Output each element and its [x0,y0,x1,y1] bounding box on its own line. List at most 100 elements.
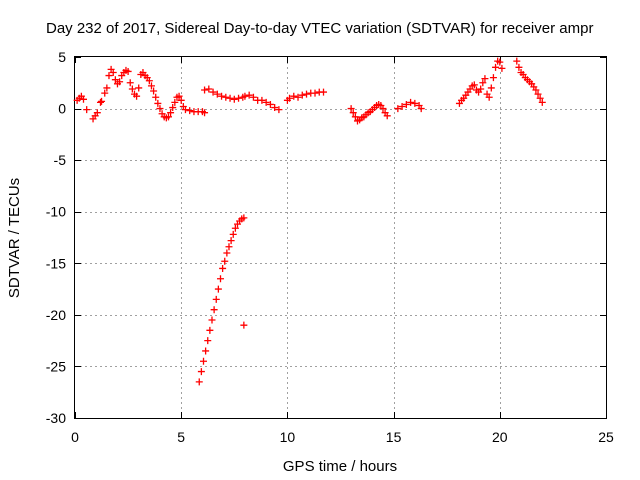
data-point [223,249,231,257]
data-point [152,93,160,101]
data-point [202,347,210,355]
data-point [124,67,132,75]
data-point [216,275,224,283]
data-point [394,105,402,113]
data-point [154,99,162,107]
data-point [116,78,124,86]
data-point [379,105,387,113]
data-point [258,96,266,104]
data-point [164,113,172,121]
data-point [231,224,239,232]
data-point [275,106,283,114]
y-tick-labels: 5 0 -5 -10 -15 -20 -25 -30 [46,49,66,426]
data-point [417,105,425,113]
data-point [150,87,158,95]
data-point [222,93,230,101]
data-point [498,64,506,72]
data-point [230,95,238,103]
data-point [210,306,218,314]
data-point [536,94,544,102]
data-point [83,106,91,114]
chart-title: Day 232 of 2017, Sidereal Day-to-day VTE… [46,20,593,37]
data-point [177,96,185,104]
data-point [349,109,357,117]
data-point [213,90,221,98]
data-point [167,109,175,117]
data-point [240,321,248,329]
data-point [209,88,217,96]
data-point [347,105,355,113]
x-tick-label: 20 [492,429,508,445]
data-point [262,98,270,106]
data-point [206,326,214,334]
data-point [212,295,220,303]
data-point [126,79,134,87]
data-point [241,92,249,100]
data-point [169,104,177,112]
data-point [235,94,243,102]
data-point [515,63,523,71]
data-point [145,77,153,85]
data-point [240,214,248,222]
data-point [532,86,540,94]
data-point [221,257,229,265]
data-point [227,237,235,245]
data-point [201,86,209,94]
y-tick-label: -15 [46,255,66,271]
y-axis-label: SDTVAR / TECUs [6,178,23,298]
y-tick-label: -20 [46,307,66,323]
x-tick-label: 25 [598,429,614,445]
data-point [383,112,391,120]
grid-lines [75,57,606,418]
data-point [492,63,500,71]
data-point [201,109,209,117]
y-tick-label: 5 [58,49,66,65]
data-point [96,98,104,106]
data-point [103,84,111,92]
data-point [271,104,279,112]
data-point [200,357,208,365]
data-point [214,285,222,293]
data-point [470,81,478,89]
x-tick-label: 15 [386,429,402,445]
data-point [479,79,487,87]
data-point [218,92,226,100]
data-point [294,93,302,101]
data-point [411,99,419,107]
data-point [208,316,216,324]
data-point [226,94,234,102]
data-point [311,89,319,97]
y-tick-label: -30 [46,410,66,426]
data-point [133,92,141,100]
y-tick-label: -5 [54,152,67,168]
data-point [197,368,205,376]
data-point [398,103,406,111]
data-points [73,57,546,386]
data-point [225,243,233,251]
data-point [186,107,194,115]
data-point [320,88,328,96]
data-point [496,58,504,66]
data-point [303,90,311,98]
data-point [290,92,298,100]
data-point [298,91,306,99]
data-point [245,91,253,99]
data-point [538,98,546,106]
data-point [181,106,189,114]
data-point [109,68,117,76]
data-point [485,93,493,101]
data-point [249,93,257,101]
data-point [351,113,359,121]
data-point [111,76,119,84]
y-tick-label: 0 [58,101,66,117]
data-point [147,82,155,90]
data-point [135,84,143,92]
data-point [489,74,497,82]
y-tick-label: -25 [46,358,66,374]
data-point [171,98,179,106]
x-axis-label: GPS time / hours [283,458,397,475]
data-point [229,230,237,238]
data-point [407,98,415,106]
